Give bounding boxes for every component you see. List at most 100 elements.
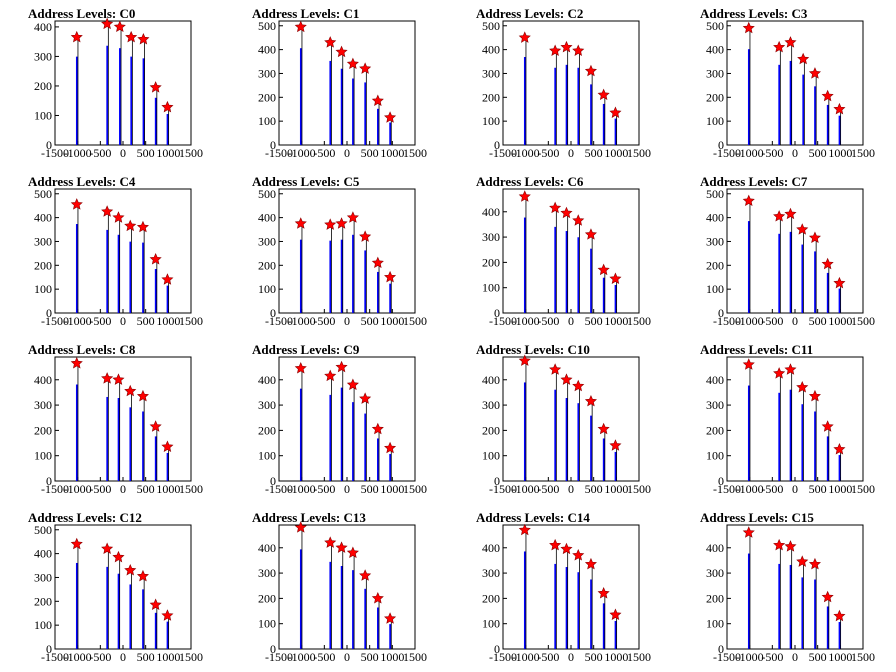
peak-bar <box>352 402 354 481</box>
peak-marker <box>784 207 797 220</box>
x-tick-label: 0 <box>792 650 798 664</box>
y-tick-label: 100 <box>258 114 276 128</box>
x-tick-label: -1000 <box>64 146 92 160</box>
peak-bar <box>838 115 841 145</box>
peak-marker <box>572 214 585 226</box>
x-tick-label: 500 <box>361 482 379 496</box>
y-tick-label: 100 <box>34 618 52 632</box>
x-tick-label: 1500 <box>403 314 427 328</box>
x-tick-label: 1500 <box>179 482 203 496</box>
panel-title: Address Levels: C1 <box>252 6 359 21</box>
y-tick-label: 200 <box>482 591 500 605</box>
x-tick-label: 0 <box>344 314 350 328</box>
peak-bar <box>352 570 354 649</box>
x-tick-label: -1500 <box>265 146 293 160</box>
x-tick-label: 0 <box>344 146 350 160</box>
x-tick-label: 500 <box>361 146 379 160</box>
x-tick-label: -500 <box>313 314 335 328</box>
x-tick-label: 1000 <box>604 650 628 664</box>
peak-bar <box>554 389 557 481</box>
y-tick-label: 200 <box>706 90 724 104</box>
peak-marker <box>149 598 162 611</box>
peak-marker <box>346 57 359 70</box>
x-tick-label: 1500 <box>627 146 651 160</box>
peak-marker <box>597 263 610 276</box>
peak-marker <box>371 422 384 435</box>
peak-marker <box>821 89 834 102</box>
peak-marker <box>294 362 307 374</box>
peak-marker <box>70 30 83 43</box>
peak-bar <box>75 224 78 313</box>
x-tick-label: 0 <box>568 482 574 496</box>
peak-bar <box>838 622 841 649</box>
peak-marker <box>359 392 372 404</box>
y-tick-label: 400 <box>706 541 724 555</box>
peak-marker <box>742 358 755 370</box>
peak-marker <box>518 354 531 366</box>
x-tick-label: 500 <box>809 314 827 328</box>
peak-bar <box>523 382 526 481</box>
y-tick-label: 300 <box>482 398 500 412</box>
x-tick-label: 500 <box>137 314 155 328</box>
x-tick-label: 0 <box>792 146 798 160</box>
x-tick-label: -500 <box>761 650 783 664</box>
peak-marker <box>149 420 162 432</box>
y-tick-label: 0 <box>718 474 724 488</box>
panel-2: Address Levels: C20100200300400500-1500-… <box>476 6 651 160</box>
peak-marker <box>773 538 786 551</box>
y-tick-label: 300 <box>706 566 724 580</box>
y-tick-label: 400 <box>482 205 500 219</box>
plot-frame <box>502 524 640 650</box>
peak-bar <box>166 285 169 313</box>
peak-bar <box>614 118 617 145</box>
peak-marker <box>324 536 337 548</box>
peak-bar <box>614 451 617 481</box>
panel-3: Address Levels: C30100200300400500-1500-… <box>700 6 875 160</box>
x-tick-label: -1000 <box>64 482 92 496</box>
y-tick-label: 200 <box>34 79 52 93</box>
peak-marker <box>784 540 797 552</box>
peak-bar <box>789 60 792 146</box>
peak-bar <box>389 454 392 481</box>
x-tick-label: 1500 <box>851 650 875 664</box>
peak-marker <box>821 590 834 603</box>
panel-12: Address Levels: C12 0 100 200 300 400 500 -1500… <box>28 510 203 664</box>
peak-marker <box>371 592 384 604</box>
y-tick-label: 200 <box>34 594 52 608</box>
peak-bar <box>106 566 109 649</box>
peak-marker <box>294 521 307 533</box>
x-tick-label: 1000 <box>156 146 180 160</box>
x-tick-label: 0 <box>120 650 126 664</box>
peak-marker <box>560 542 573 555</box>
peak-bar <box>565 567 568 649</box>
panel-8: Address Levels: C8 0 100 200 300 400 -1500-100… <box>28 342 203 496</box>
peak-marker <box>335 360 348 373</box>
y-tick-label: 400 <box>482 541 500 555</box>
y-tick-label: 100 <box>706 617 724 631</box>
peak-marker <box>124 563 137 576</box>
y-tick-label: 0 <box>718 306 724 320</box>
peak-bar <box>554 226 557 313</box>
y-tick-label: 400 <box>34 547 52 561</box>
peak-marker <box>149 253 162 265</box>
peak-bar <box>106 229 109 313</box>
y-tick-label: 300 <box>34 49 52 63</box>
peak-bar <box>389 624 392 649</box>
y-tick-label: 100 <box>34 108 52 122</box>
peak-bar <box>814 251 816 313</box>
peak-marker <box>584 394 597 407</box>
x-tick-label: -1000 <box>512 650 540 664</box>
y-tick-label: 500 <box>258 19 276 33</box>
panel-title: Address Levels: C10 <box>476 342 590 357</box>
panel-title: Address Levels: C5 <box>252 174 360 189</box>
x-tick-label: 500 <box>137 650 155 664</box>
y-tick-label: 200 <box>482 423 500 437</box>
peak-marker <box>335 541 348 553</box>
x-tick-label: -1500 <box>41 314 69 328</box>
peak-marker <box>112 373 125 385</box>
y-tick-label: 400 <box>34 373 52 387</box>
x-tick-label: 1000 <box>156 314 180 328</box>
y-tick-label: 400 <box>706 211 724 225</box>
x-tick-label: -1000 <box>736 482 764 496</box>
